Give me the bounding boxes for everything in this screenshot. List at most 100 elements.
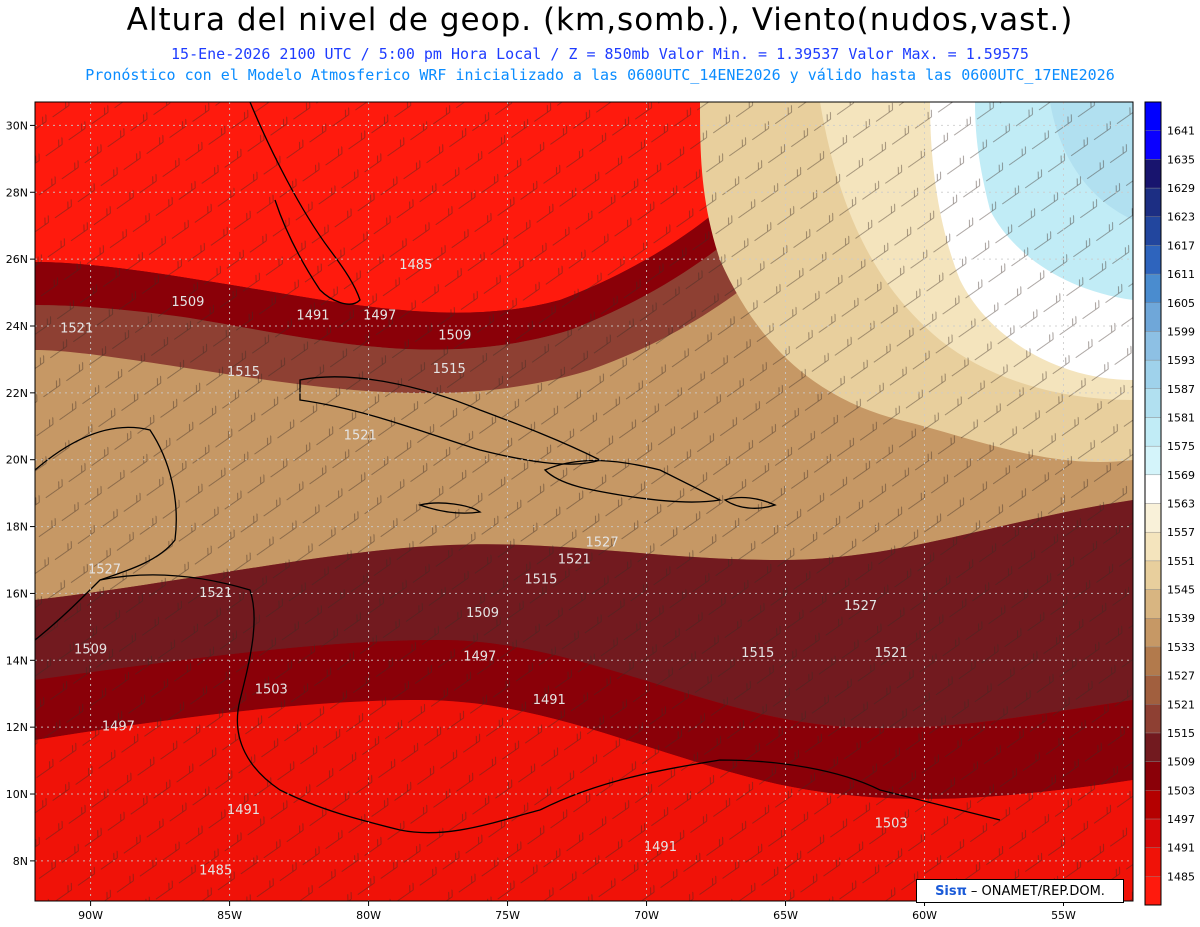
colorbar-label: 1581 — [1167, 411, 1195, 424]
colorbar-swatch — [1144, 187, 1162, 217]
wind-barbs — [35, 102, 1133, 901]
contour-label: 1521 — [199, 586, 232, 601]
central-america-coast — [99, 574, 541, 834]
credit-text: – ONAMET/REP.DOM. — [970, 883, 1105, 899]
jamaica-coast — [417, 502, 482, 514]
colorbar-label: 1629 — [1167, 182, 1195, 195]
colorbar-label: 1623 — [1167, 211, 1195, 224]
contour-label: 1497 — [102, 720, 135, 735]
colorbar-swatch — [1144, 847, 1162, 877]
colorbar-label: 1593 — [1167, 354, 1195, 367]
colorbar-swatch — [1144, 818, 1162, 848]
colorbar-swatch — [1144, 245, 1162, 275]
map-frame — [34, 101, 1134, 902]
colorbar-label: 1503 — [1167, 784, 1195, 797]
yucatan-coast — [35, 426, 177, 641]
colorbar-label: 1485 — [1167, 870, 1195, 883]
lat-tick-label: 22N — [6, 387, 28, 400]
contour-label: 1521 — [60, 322, 93, 337]
lon-tick-label: 70W — [634, 909, 659, 922]
lat-tick-label: 28N — [6, 186, 28, 199]
colorbar-label: 1539 — [1167, 612, 1195, 625]
lon-tick-label: 80W — [356, 909, 381, 922]
contour-label: 1491 — [296, 308, 329, 323]
colorbar-swatch — [1144, 704, 1162, 734]
contour-label: 1527 — [586, 536, 619, 551]
lon-tick-label: 85W — [217, 909, 242, 922]
lat-tick-label: 14N — [6, 654, 28, 667]
contour-label: 1521 — [558, 552, 591, 567]
lat-tick-label: 26N — [6, 253, 28, 266]
colorbar-label: 1635 — [1167, 153, 1195, 166]
contour-label: 1509 — [171, 295, 204, 310]
model-run-subtitle: Pronóstico con el Modelo Atmosferico WRF… — [85, 66, 1115, 84]
colorbar-label: 1533 — [1167, 641, 1195, 654]
colorbar: 1485 1491 1497 1503 1509 1515 1521 1527 1533 1539… — [1144, 101, 1195, 906]
lon-tick-label: 60W — [912, 909, 937, 922]
colorbar-swatch — [1144, 159, 1162, 189]
colorbar-label: 1545 — [1167, 584, 1195, 597]
colorbar-swatch — [1144, 503, 1162, 533]
colorbar-swatch — [1144, 675, 1162, 705]
contour-label: 1527 — [88, 562, 121, 577]
colorbar-label: 1497 — [1167, 813, 1195, 826]
contour-label: 1515 — [741, 646, 774, 661]
colorbar-swatch — [1144, 101, 1162, 131]
colorbar-swatch — [1144, 531, 1162, 562]
contour-label: 1491 — [644, 840, 677, 855]
colorbar-label: 1599 — [1167, 325, 1195, 338]
contour-label: 1509 — [466, 606, 499, 621]
colorbar-swatch — [1144, 302, 1162, 332]
lon-tick-label: 75W — [495, 909, 520, 922]
lat-lon-grid — [35, 102, 1133, 901]
lat-tick-label: 16N — [6, 587, 28, 600]
contour-label: 1497 — [463, 649, 496, 664]
colorbar-swatch — [1144, 417, 1162, 447]
lat-tick-label: 10N — [6, 788, 28, 801]
lat-tick-label: 8N — [13, 855, 28, 868]
colorbar-label: 1587 — [1167, 383, 1195, 396]
colorbar-label: 1605 — [1167, 297, 1195, 310]
colorbar-swatch — [1144, 130, 1162, 160]
contour-label: 1509 — [438, 328, 471, 343]
contour-label: 1503 — [875, 816, 908, 831]
colorbar-swatch — [1144, 790, 1162, 820]
colorbar-swatch — [1144, 618, 1162, 648]
colorbar-label: 1527 — [1167, 670, 1195, 683]
colorbar-swatch — [1144, 560, 1162, 590]
colorbar-label: 1641 — [1167, 125, 1195, 138]
contour-label: 1515 — [433, 362, 466, 377]
contour-label: 1515 — [227, 365, 260, 380]
colorbar-label: 1617 — [1167, 239, 1195, 252]
colorbar-label: 1575 — [1167, 440, 1195, 453]
colorbar-swatch — [1144, 876, 1162, 906]
contour-label: 1497 — [363, 308, 396, 323]
valid-time-subtitle: 15-Ene-2026 2100 UTC / 5:00 pm Hora Loca… — [171, 45, 1029, 63]
contour-label: 1521 — [344, 429, 377, 444]
colorbar-label: 1569 — [1167, 469, 1195, 482]
colorbar-label: 1611 — [1167, 268, 1195, 281]
lat-tick-label: 12N — [6, 721, 28, 734]
colorbar-swatch — [1144, 388, 1162, 418]
colorbar-swatch — [1144, 445, 1162, 476]
colorbar-swatch — [1144, 359, 1162, 389]
colorbar-label: 1563 — [1167, 498, 1195, 511]
south-america-coast — [539, 759, 1001, 821]
colorbar-swatch — [1144, 331, 1162, 361]
colorbar-label: 1551 — [1167, 555, 1195, 568]
colorbar-swatch — [1144, 216, 1162, 246]
colorbar-label: 1557 — [1167, 526, 1195, 539]
lat-tick-label: 30N — [6, 119, 28, 132]
lat-tick-label: 18N — [6, 521, 28, 534]
colorbar-label: 1521 — [1167, 698, 1195, 711]
colorbar-swatch — [1144, 761, 1162, 791]
lon-tick-label: 90W — [78, 909, 103, 922]
colorbar-label: 1509 — [1167, 756, 1195, 769]
contour-label: 1527 — [844, 599, 877, 614]
contour-label: 1521 — [875, 646, 908, 661]
contour-label: 1491 — [227, 803, 260, 818]
colorbar-swatch — [1144, 589, 1162, 619]
contour-label: 1515 — [524, 572, 557, 587]
contour-label: 1485 — [199, 863, 232, 878]
